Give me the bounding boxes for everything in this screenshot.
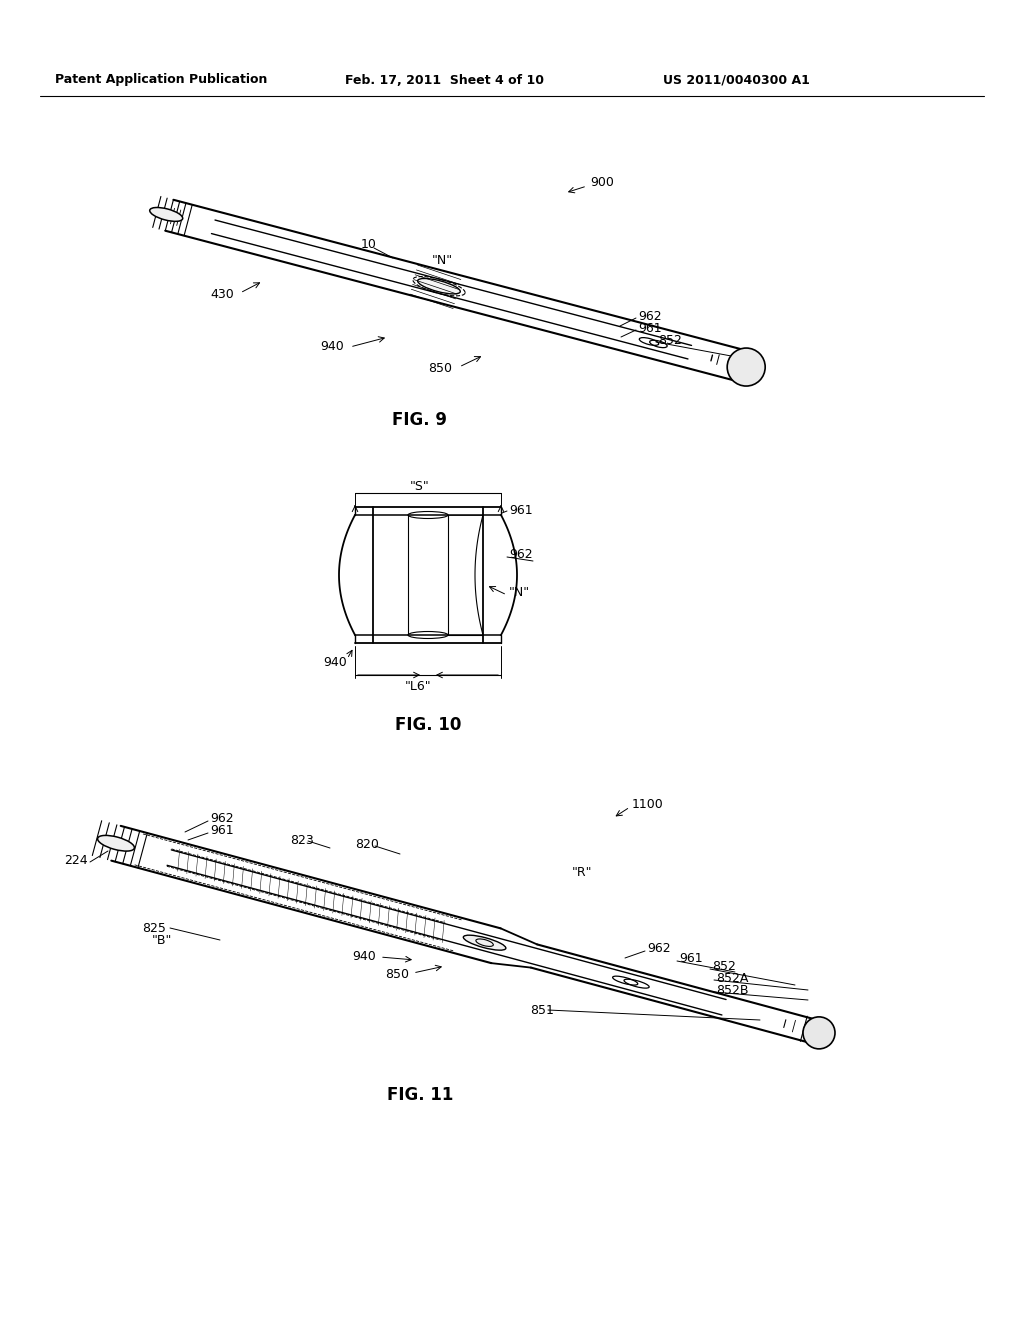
Text: 851: 851: [530, 1003, 554, 1016]
Text: 430: 430: [210, 288, 233, 301]
Text: 962: 962: [509, 549, 532, 561]
Text: "B": "B": [152, 935, 172, 948]
Text: 224: 224: [63, 854, 88, 867]
Ellipse shape: [418, 279, 460, 294]
Text: 961: 961: [210, 825, 233, 837]
Text: "N": "N": [432, 255, 454, 268]
Text: 961: 961: [509, 503, 532, 516]
Text: 852B: 852B: [716, 983, 749, 997]
Text: 900: 900: [590, 177, 613, 190]
Text: "S": "S": [411, 479, 430, 492]
Ellipse shape: [727, 348, 765, 385]
Text: 852: 852: [712, 961, 736, 974]
Text: US 2011/0040300 A1: US 2011/0040300 A1: [663, 74, 810, 87]
Text: "R": "R": [572, 866, 593, 879]
Text: 820: 820: [355, 838, 379, 851]
Text: 962: 962: [638, 309, 662, 322]
Text: 940: 940: [319, 341, 344, 354]
Text: FIG. 9: FIG. 9: [392, 411, 447, 429]
Text: Patent Application Publication: Patent Application Publication: [55, 74, 267, 87]
Text: FIG. 11: FIG. 11: [387, 1086, 454, 1104]
Ellipse shape: [150, 207, 182, 222]
Text: 940: 940: [323, 656, 347, 669]
Text: 850: 850: [385, 968, 409, 981]
Ellipse shape: [803, 1016, 835, 1049]
Text: 825: 825: [142, 921, 166, 935]
Text: 1100: 1100: [632, 797, 664, 810]
Text: 852: 852: [658, 334, 682, 346]
Text: 961: 961: [638, 322, 662, 334]
Text: "L6": "L6": [404, 681, 431, 693]
Text: 962: 962: [647, 942, 671, 956]
Text: 961: 961: [679, 953, 702, 965]
Text: 10: 10: [361, 239, 377, 252]
Text: 940: 940: [352, 950, 376, 964]
Text: 962: 962: [210, 813, 233, 825]
Text: Feb. 17, 2011  Sheet 4 of 10: Feb. 17, 2011 Sheet 4 of 10: [345, 74, 544, 87]
Text: 850: 850: [428, 362, 452, 375]
Text: 852A: 852A: [716, 972, 749, 985]
Text: "N": "N": [509, 586, 530, 599]
Ellipse shape: [463, 935, 506, 950]
Text: 823: 823: [290, 833, 313, 846]
Ellipse shape: [97, 836, 134, 851]
Text: FIG. 10: FIG. 10: [395, 715, 461, 734]
